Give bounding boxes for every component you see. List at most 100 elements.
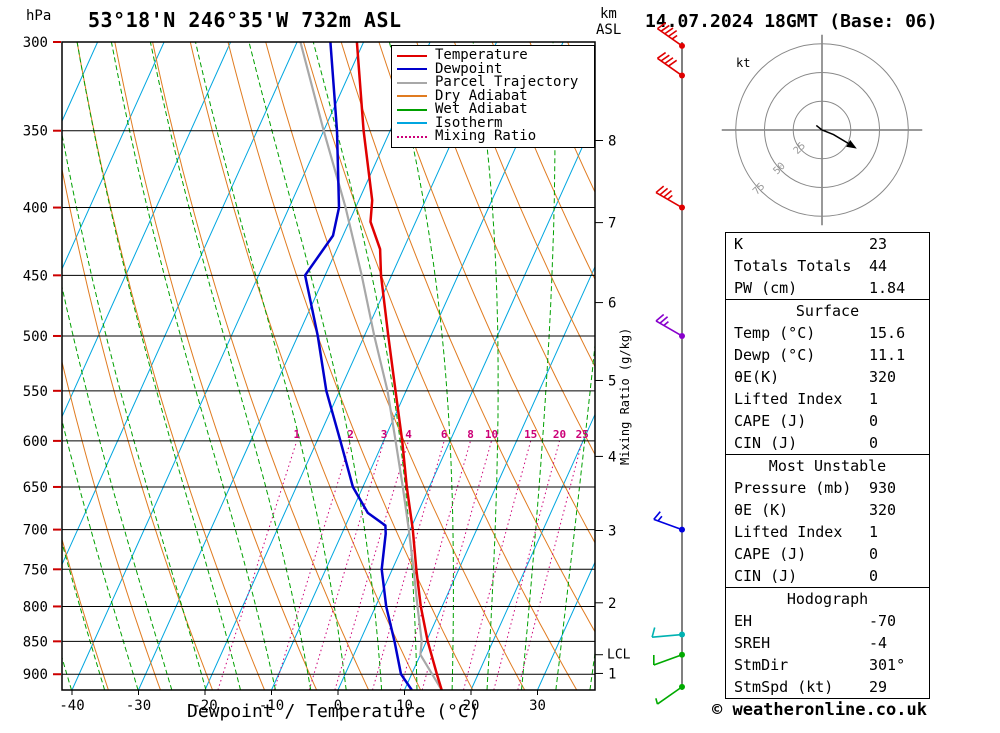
mixing-ratio-label: 20 (553, 428, 566, 441)
legend-item: Isotherm (397, 114, 594, 131)
mixing-ratio-label: 8 (467, 428, 474, 441)
legend: Temperature Dewpoint Parcel Trajectory Dry … (391, 45, 595, 148)
table-row-label: CAPE (J) (734, 545, 807, 563)
legend-item: Parcel Trajectory (397, 75, 594, 90)
legend-label: Wet Adiabat (435, 101, 528, 118)
legend-line-sample (397, 95, 427, 98)
table-row-value: 1 (869, 523, 879, 541)
pressure-tick-label: 650 (23, 480, 48, 496)
legend-item: Dry Adiabat (397, 87, 594, 104)
pressure-tick-label: 450 (23, 268, 48, 284)
wind-barb (655, 185, 685, 211)
mixing-ratio-line (399, 440, 471, 690)
station-title: 53°18'N 246°35'W 732m ASL (88, 8, 402, 32)
table-row-value: 23 (869, 235, 888, 253)
hodograph-storm-arrow (846, 140, 857, 149)
km-tick-label: 6 (608, 296, 616, 312)
table-row: CIN (J) 0 (726, 565, 929, 587)
table-row-label: EH (734, 612, 753, 630)
table-row: CAPE (J) 0 (726, 410, 929, 432)
skewt-chart: 300350400450500550600650700750800850900-… (23, 22, 685, 714)
mixing-ratio-axis-label: Mixing Ratio (g/kg) (618, 327, 632, 465)
isotherm-line (62, 42, 232, 418)
temperature-axis-label: Dewpoint / Temperature (°C) (187, 701, 480, 722)
legend-label: Dewpoint (435, 60, 503, 77)
table-row: SREH -4 (726, 632, 929, 654)
table-row-value: -4 (869, 634, 888, 652)
wet-adiabat-line (76, 42, 241, 690)
table-row-value: 1.84 (869, 279, 906, 297)
mixing-ratio-label: 2 (347, 428, 354, 441)
mixing-ratio-label: 6 (441, 428, 448, 441)
table-row-label: SREH (734, 634, 771, 652)
dry-adiabat-line (416, 42, 595, 456)
wind-barb (653, 651, 685, 666)
pressure-tick-label: 750 (23, 562, 48, 578)
mixing-ratio-line (217, 440, 298, 690)
isotherm-line (62, 42, 165, 271)
table-row-value: 29 (869, 678, 888, 696)
wet-adiabat-line (195, 42, 347, 690)
wind-barb (656, 51, 685, 79)
pressure-tick-label: 850 (23, 634, 48, 650)
km-tick-label: 4 (608, 449, 616, 465)
table-row: θE (K) 320 (726, 499, 929, 521)
mixing-ratio-label: 4 (405, 428, 412, 441)
table-row: Totals Totals 44 (726, 255, 929, 277)
legend-label: Temperature (435, 47, 528, 64)
table-row-value: 320 (869, 368, 897, 386)
dry-adiabat-line (62, 537, 109, 690)
table-row-label: K (734, 235, 744, 253)
km-tick-label: 5 (608, 373, 616, 389)
table-row: EH -70 (726, 610, 929, 632)
isotherm-line (71, 42, 365, 690)
wet-adiabat-line (110, 42, 276, 690)
table-row: K 23 (726, 233, 929, 255)
wind-barb (655, 683, 685, 705)
dry-adiabat-line (340, 42, 595, 633)
dry-adiabat-line (303, 42, 578, 690)
mixing-ratio-label: 1 (293, 428, 300, 441)
copyright-link[interactable]: © weatheronline.co.uk (712, 700, 927, 720)
dry-adiabat-line (189, 42, 422, 690)
table-row: CAPE (J) 0 (726, 543, 929, 565)
wet-adiabat-line (388, 42, 454, 690)
table-row-label: StmSpd (kt) (734, 678, 834, 696)
table-row-label: CIN (J) (734, 434, 798, 452)
table-row-label: Dewp (°C) (734, 346, 816, 364)
parcel-trajectory-curve (299, 42, 443, 690)
table-row-value: 44 (869, 257, 888, 275)
hodograph-unit-label: kt (736, 56, 751, 70)
temp-tick-label: -30 (126, 698, 151, 714)
temp-tick-label: 10 (396, 698, 413, 714)
wet-adiabat-line (62, 541, 106, 690)
mixing-ratio-line (372, 440, 445, 690)
table-row-label: Temp (°C) (734, 324, 816, 342)
legend-line-sample (397, 135, 427, 138)
legend-label: Mixing Ratio (435, 128, 537, 145)
legend-line-sample (397, 122, 427, 125)
altitude-axis-unit-asl: ASL (596, 22, 622, 38)
wet-adiabat-line (149, 42, 312, 690)
legend-label: Isotherm (435, 114, 503, 131)
table-row-value: -70 (869, 612, 897, 630)
mixing-ratio-label: 15 (524, 428, 537, 441)
table-row: PW (cm) 1.84 (726, 277, 929, 299)
km-tick-label: 1 (608, 666, 616, 682)
table-row-value: 11.1 (869, 346, 906, 364)
table-row-value: 301° (869, 656, 906, 674)
legend-line-sample (397, 68, 427, 71)
temp-tick-label: -20 (192, 698, 217, 714)
wet-adiabat-line (62, 418, 139, 690)
legend-label: Dry Adiabat (435, 87, 528, 104)
table-row-label: PW (cm) (734, 279, 798, 297)
table-row-value: 0 (869, 412, 879, 430)
hodograph-trace (815, 124, 852, 146)
table-row-value: 320 (869, 501, 897, 519)
plot-border (61, 41, 596, 691)
wind-barb (653, 511, 685, 533)
table-section: Most Unstable Pressure (mb) 930 θE (K) 320 Li… (726, 454, 929, 587)
dry-adiabat-line (265, 42, 526, 690)
legend-item: Dewpoint (397, 60, 594, 77)
